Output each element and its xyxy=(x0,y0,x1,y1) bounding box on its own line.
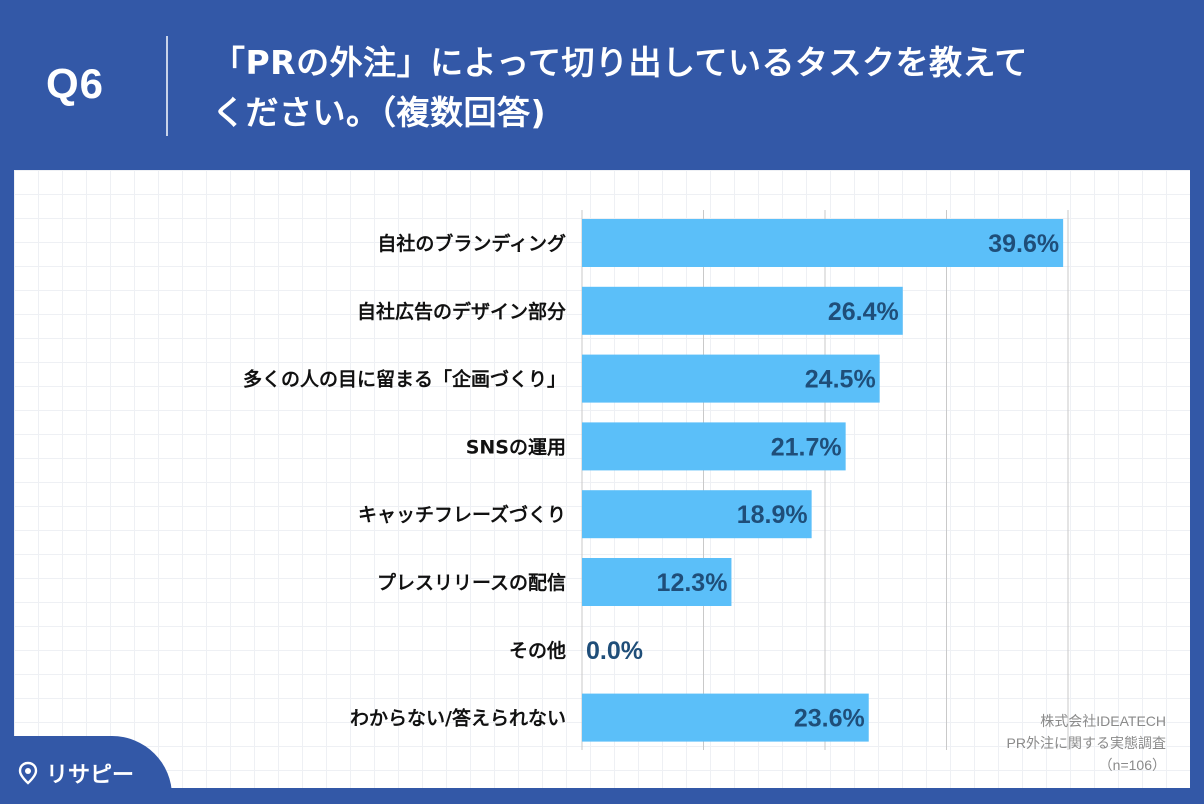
bar xyxy=(582,422,846,471)
value-label: 12.3% xyxy=(657,569,728,597)
question-title: 「PRの外注」によって切り出しているタスクを教えて ください。（複数回答) xyxy=(212,38,1112,138)
question-title-line2: ください。（複数回答) xyxy=(212,93,547,132)
chart-panel: 自社のブランディング 39.6% 自社広告のデザイン部分 26.4% 多くの人の目に留ま… xyxy=(14,170,1190,788)
category-label: キャッチフレーズづくり xyxy=(358,503,566,526)
value-label: 21.7% xyxy=(771,433,842,461)
brand-logo-text: リサピー xyxy=(46,763,135,788)
category-label: SNSの運用 xyxy=(466,436,566,458)
category-label: 自社広告のデザイン部分 xyxy=(357,300,566,323)
brand-logo: リサピー xyxy=(16,757,134,789)
bar-chart: 自社のブランディング 39.6% 自社広告のデザイン部分 26.4% 多くの人の目に留ま… xyxy=(243,210,1069,750)
bar xyxy=(582,219,1064,267)
bar xyxy=(582,490,812,539)
value-label: 23.6% xyxy=(794,705,865,733)
category-label: その他 xyxy=(509,639,566,662)
source-sample-size: （n=106） xyxy=(1098,757,1166,773)
bar xyxy=(582,286,903,335)
source-note: 株式会社IDEATECH PR外注に関する実態調査 （n=106） xyxy=(1007,710,1166,776)
header-divider xyxy=(166,36,168,136)
value-label: 26.4% xyxy=(828,298,899,326)
source-survey: PR外注に関する実態調査 xyxy=(1006,735,1166,751)
value-label: 39.6% xyxy=(988,230,1059,258)
category-label: わからない/答えられない xyxy=(350,707,566,730)
value-label: 24.5% xyxy=(805,366,876,394)
bar xyxy=(582,693,869,742)
value-label: 18.9% xyxy=(737,501,808,529)
question-title-line1: 「PRの外注」によって切り出しているタスクを教えて xyxy=(212,43,1028,82)
source-company: 株式会社IDEATECH xyxy=(1040,713,1166,729)
pin-icon xyxy=(18,761,38,785)
header: Q6 「PRの外注」によって切り出しているタスクを教えて ください。（複数回答) xyxy=(0,0,1204,170)
bar xyxy=(582,354,880,403)
category-label: 多くの人の目に留まる「企画づくり」 xyxy=(243,368,566,391)
question-number: Q6 xyxy=(46,60,105,107)
bar xyxy=(582,558,732,606)
category-label: 自社のブランディング xyxy=(377,232,566,255)
value-label: 0.0% xyxy=(586,637,643,665)
category-label: プレスリリースの配信 xyxy=(377,571,566,594)
